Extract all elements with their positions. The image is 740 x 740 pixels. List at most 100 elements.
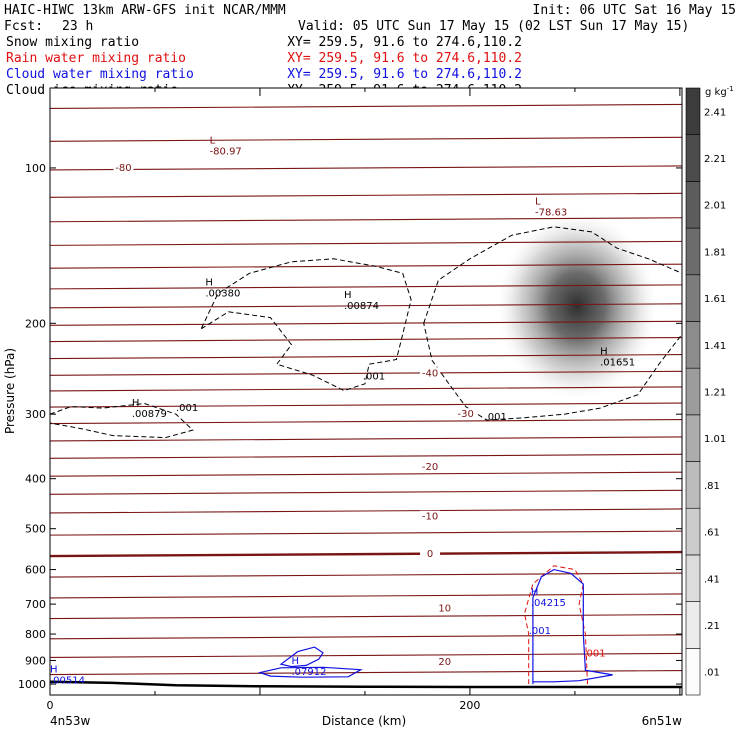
extremum-value: .00874 (344, 301, 379, 312)
temperature-contour-line (50, 103, 682, 109)
colorbar-swatch (685, 181, 701, 229)
temperature-contour-line (50, 336, 682, 343)
colorbar-level-label: .21 (704, 621, 720, 632)
cloud-water-contour (257, 666, 363, 678)
field-xy-1: XY= 259.5, 91.6 to 274.6,110.2 (287, 51, 522, 66)
temperature-label-bg (455, 408, 476, 420)
field-xy-2: XY= 259.5, 91.6 to 274.6,110.2 (287, 67, 522, 82)
contour-value-label: .001 (529, 626, 551, 637)
temperature-contour-line (50, 489, 682, 495)
temperature-contour-line (50, 436, 682, 442)
colorbar-swatch (685, 321, 701, 369)
x-axis: 0 200 (47, 88, 681, 712)
extremum-mark: H (291, 656, 299, 667)
field-name-0: Snow mixing ratio (6, 35, 139, 50)
y-tick-label: 400 (25, 473, 46, 486)
x-tick-label: 0 (47, 699, 54, 712)
temperature-label-bg (420, 510, 441, 522)
extremum-mark: H (132, 398, 140, 409)
y-axis-label: Pressure (hPa) (3, 348, 17, 434)
temperature-contour-line (50, 354, 682, 360)
colorbar-level-label: 2.41 (704, 107, 726, 118)
colorbar-swatch (685, 414, 701, 462)
extremum-value: -80.97 (210, 147, 242, 158)
temperature-label-bg (113, 161, 134, 173)
colorbar: g kg-1 .01 .21 .41 .61 .81 1.01 1.21 1.41 1.61 1.… (685, 85, 734, 696)
temperature-contour-line (50, 550, 682, 558)
temperature-label: -40 (422, 368, 438, 379)
y-tick-label: 100 (25, 162, 46, 175)
extremum-mark: H (531, 587, 539, 598)
y-tick-label: 800 (25, 628, 46, 641)
contour-value-label: .001 (176, 403, 198, 414)
colorbar-level-label: .81 (704, 481, 720, 492)
plot-area: -80-40-30-20-1001020L-80.97L-78.63H.0038… (3, 87, 683, 728)
temperature-label: -20 (422, 462, 438, 473)
contour-labels: -80-40-30-20-1001020L-80.97L-78.63H.0038… (50, 136, 635, 687)
cloud-ice-contour (423, 226, 682, 421)
colorbar-swatch (685, 554, 701, 602)
y-tick-label: 200 (25, 317, 46, 330)
temperature-contour-line (50, 136, 682, 142)
plot-frame (49, 87, 683, 696)
temperature-contour-line (50, 320, 682, 326)
rain-water-contour (523, 565, 588, 685)
extremum-value: .04215 (531, 598, 566, 609)
x-axis-left-endpoint: 4n53w (50, 714, 91, 728)
temperature-contour-line (50, 192, 682, 198)
colorbar-level-label: .41 (704, 574, 720, 585)
temperature-label: -10 (422, 512, 438, 523)
cloud-water-contour (279, 646, 324, 668)
temperature-contour-line (50, 284, 682, 290)
temperature-label: -80 (115, 163, 131, 174)
contour-value-label: .001 (363, 372, 385, 383)
extremum-value: -78.63 (535, 208, 567, 219)
y-tick-label: 1000 (18, 678, 46, 691)
extremum-value: .07912 (291, 667, 326, 678)
cloud-water-contour (532, 568, 613, 685)
field-name-1: Rain water mixing ratio (6, 51, 186, 66)
temperature-contour-line (50, 634, 682, 640)
colorbar-swatch (685, 507, 701, 556)
temperature-contour-line (50, 263, 682, 269)
colorbar-level-label: 1.01 (704, 434, 726, 445)
contour-value-label: .001 (485, 412, 507, 423)
y-tick-label: 500 (25, 523, 46, 536)
temperature-contour-line (50, 614, 682, 620)
terrain-line (50, 680, 682, 689)
temperature-label: 20 (438, 657, 451, 668)
temperature-contour-line (50, 370, 682, 376)
colorbar-swatch (685, 274, 701, 322)
temperature-contour-line (50, 418, 682, 425)
temperature-contour-line (50, 217, 682, 223)
temperature-label-bg (420, 367, 441, 379)
colorbar-unit: g kg-1 (705, 85, 734, 98)
colorbar-level-label: 1.21 (704, 388, 726, 399)
temperature-contour-line (50, 303, 682, 309)
cloud-ice-contour (200, 258, 412, 392)
mixing-ratio-contours (50, 226, 682, 685)
temperature-contour-line (50, 471, 682, 477)
forecast-hours: 23 h (62, 19, 93, 34)
contour-value-label: .001 (583, 649, 605, 660)
field-xy-0: XY= 259.5, 91.6 to 274.6,110.2 (287, 35, 522, 50)
y-tick-label: 300 (25, 408, 46, 421)
x-axis-right-endpoint: 6n51w (642, 714, 683, 728)
x-axis-label: Distance (km) (322, 714, 406, 728)
y-tick-label: 700 (25, 598, 46, 611)
extremum-mark: L (535, 197, 541, 208)
temperature-label-bg (420, 548, 441, 560)
temperature-label: 10 (438, 604, 451, 615)
temperature-contour-line (50, 530, 682, 536)
extremum-value: .00514 (50, 676, 85, 687)
colorbar-level-label: 1.81 (704, 247, 726, 258)
colorbar-level-label: .01 (704, 668, 720, 679)
extremum-mark: H (205, 277, 213, 288)
extremum-value: .00879 (132, 409, 167, 420)
colorbar-swatch (685, 461, 701, 509)
temperature-contour-line (50, 240, 682, 246)
colorbar-swatch (685, 367, 701, 416)
colorbar-swatch (685, 601, 701, 649)
